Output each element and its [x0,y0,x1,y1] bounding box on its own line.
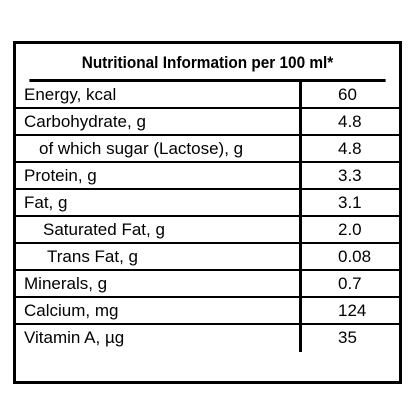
nutrition-table: Nutritional Information per 100 ml* Ener… [13,41,402,384]
nutrient-value: 124 [338,301,367,320]
table-row-protein: Protein, g 3.3 [16,163,399,190]
nutrient-value: 0.08 [338,247,372,266]
table-row-fat: Fat, g 3.1 [16,190,399,217]
table-row-energy: Energy, kcal 60 [16,82,399,109]
nutrient-label: Vitamin A, µg [16,325,302,352]
nutrient-label: Protein, g [16,163,302,188]
nutrient-label: Minerals, g [16,271,302,296]
nutrient-value: 60 [338,85,357,104]
nutrient-label: Trans Fat, g [16,244,302,269]
table-row-minerals: Minerals, g 0.7 [16,271,399,298]
table-row-carbohydrate: Carbohydrate, g 4.8 [16,109,399,136]
nutrient-label: Saturated Fat, g [16,217,302,242]
nutrient-value: 3.1 [338,193,362,212]
nutrient-label: Calcium, mg [16,298,302,323]
nutrient-label: Fat, g [16,190,302,215]
nutrient-label: Carbohydrate, g [16,109,302,134]
nutrient-label: of which sugar (Lactose), g [16,136,302,161]
table-title: Nutritional Information per 100 ml* [29,44,386,82]
table-row-saturated-fat: Saturated Fat, g 2.0 [16,217,399,244]
nutrient-value: 4.8 [338,112,362,131]
table-row-trans-fat: Trans Fat, g 0.08 [16,244,399,271]
nutrient-value: 4.8 [338,139,362,158]
table-row-calcium: Calcium, mg 124 [16,298,399,325]
nutrient-value: 35 [338,328,357,347]
nutrient-value: 0.7 [338,274,362,293]
nutrient-label: Energy, kcal [16,82,302,107]
table-row-sugar: of which sugar (Lactose), g 4.8 [16,136,399,163]
nutrient-value: 3.3 [338,166,362,185]
table-row-vitamin-a: Vitamin A, µg 35 [16,325,399,352]
nutrient-value: 2.0 [338,220,362,239]
